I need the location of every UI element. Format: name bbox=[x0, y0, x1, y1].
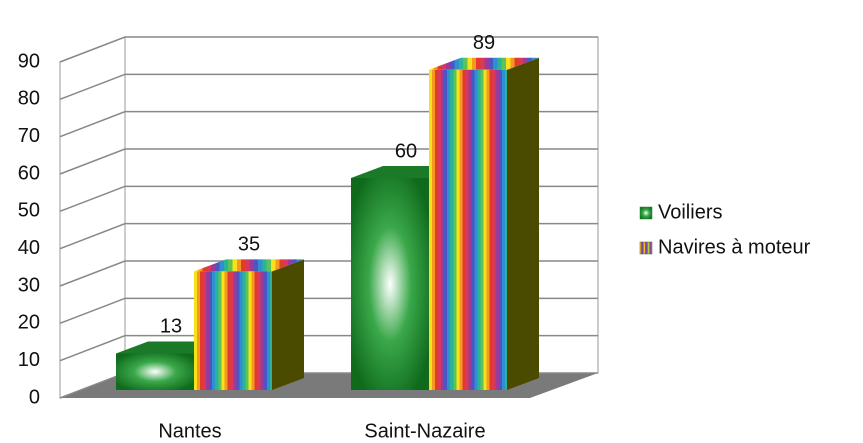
bar bbox=[116, 353, 194, 390]
side-wall bbox=[59, 36, 126, 399]
data-label: 60 bbox=[395, 140, 417, 162]
legend-swatch bbox=[639, 241, 653, 255]
x-tick-label: Saint-Nazaire bbox=[364, 420, 485, 442]
data-label: 35 bbox=[238, 234, 260, 256]
y-tick-label: 40 bbox=[18, 237, 40, 259]
data-label: 13 bbox=[160, 316, 182, 338]
y-tick-label: 90 bbox=[18, 50, 40, 72]
x-tick-label: Nantes bbox=[158, 420, 221, 442]
bar bbox=[194, 271, 272, 390]
legend-label: Voiliers bbox=[658, 201, 722, 223]
bar-top bbox=[429, 57, 539, 70]
bar bbox=[429, 69, 507, 390]
y-tick-label: 80 bbox=[18, 88, 40, 110]
y-tick-label: 20 bbox=[18, 312, 40, 334]
data-label: 89 bbox=[473, 32, 495, 54]
legend-label: Navires à moteur bbox=[658, 236, 811, 258]
y-tick-label: 70 bbox=[18, 125, 40, 147]
bar bbox=[351, 178, 429, 390]
bar-side bbox=[507, 57, 539, 390]
y-tick-label: 30 bbox=[18, 274, 40, 296]
bar-top bbox=[194, 259, 304, 272]
y-tick-label: 0 bbox=[29, 386, 40, 408]
bar-side bbox=[272, 259, 304, 390]
legend-swatch bbox=[639, 206, 653, 220]
y-tick-label: 50 bbox=[18, 200, 40, 222]
y-tick-label: 10 bbox=[18, 349, 40, 371]
y-tick-label: 60 bbox=[18, 162, 40, 184]
grid-line bbox=[59, 36, 598, 63]
